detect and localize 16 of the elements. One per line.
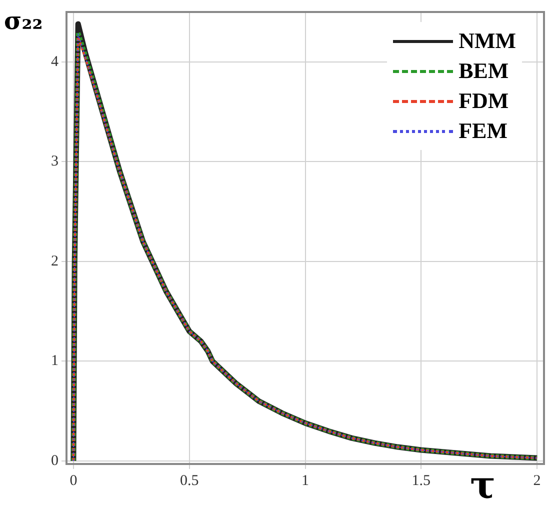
- legend-label: FDM: [458, 88, 509, 114]
- legend-label: FEM: [458, 118, 508, 144]
- legend-label: BEM: [458, 58, 509, 84]
- x-tick-label: 1.5: [412, 472, 431, 489]
- x-tick-label: 0.5: [180, 472, 199, 489]
- y-tick-label: 2: [51, 253, 58, 270]
- y-axis-title: σ₂₂: [4, 6, 43, 35]
- y-tick-label: 4: [51, 54, 59, 70]
- x-tick-label: 1: [302, 472, 309, 489]
- x-tick-label: 2: [533, 472, 541, 489]
- x-axis-title: τ: [470, 462, 496, 507]
- y-tick-label: 3: [51, 154, 58, 170]
- x-tick-label: 0: [70, 472, 78, 489]
- y-tick-label: 0: [51, 452, 58, 469]
- legend-label: NMM: [458, 28, 516, 54]
- y-tick-label: 1: [51, 353, 58, 370]
